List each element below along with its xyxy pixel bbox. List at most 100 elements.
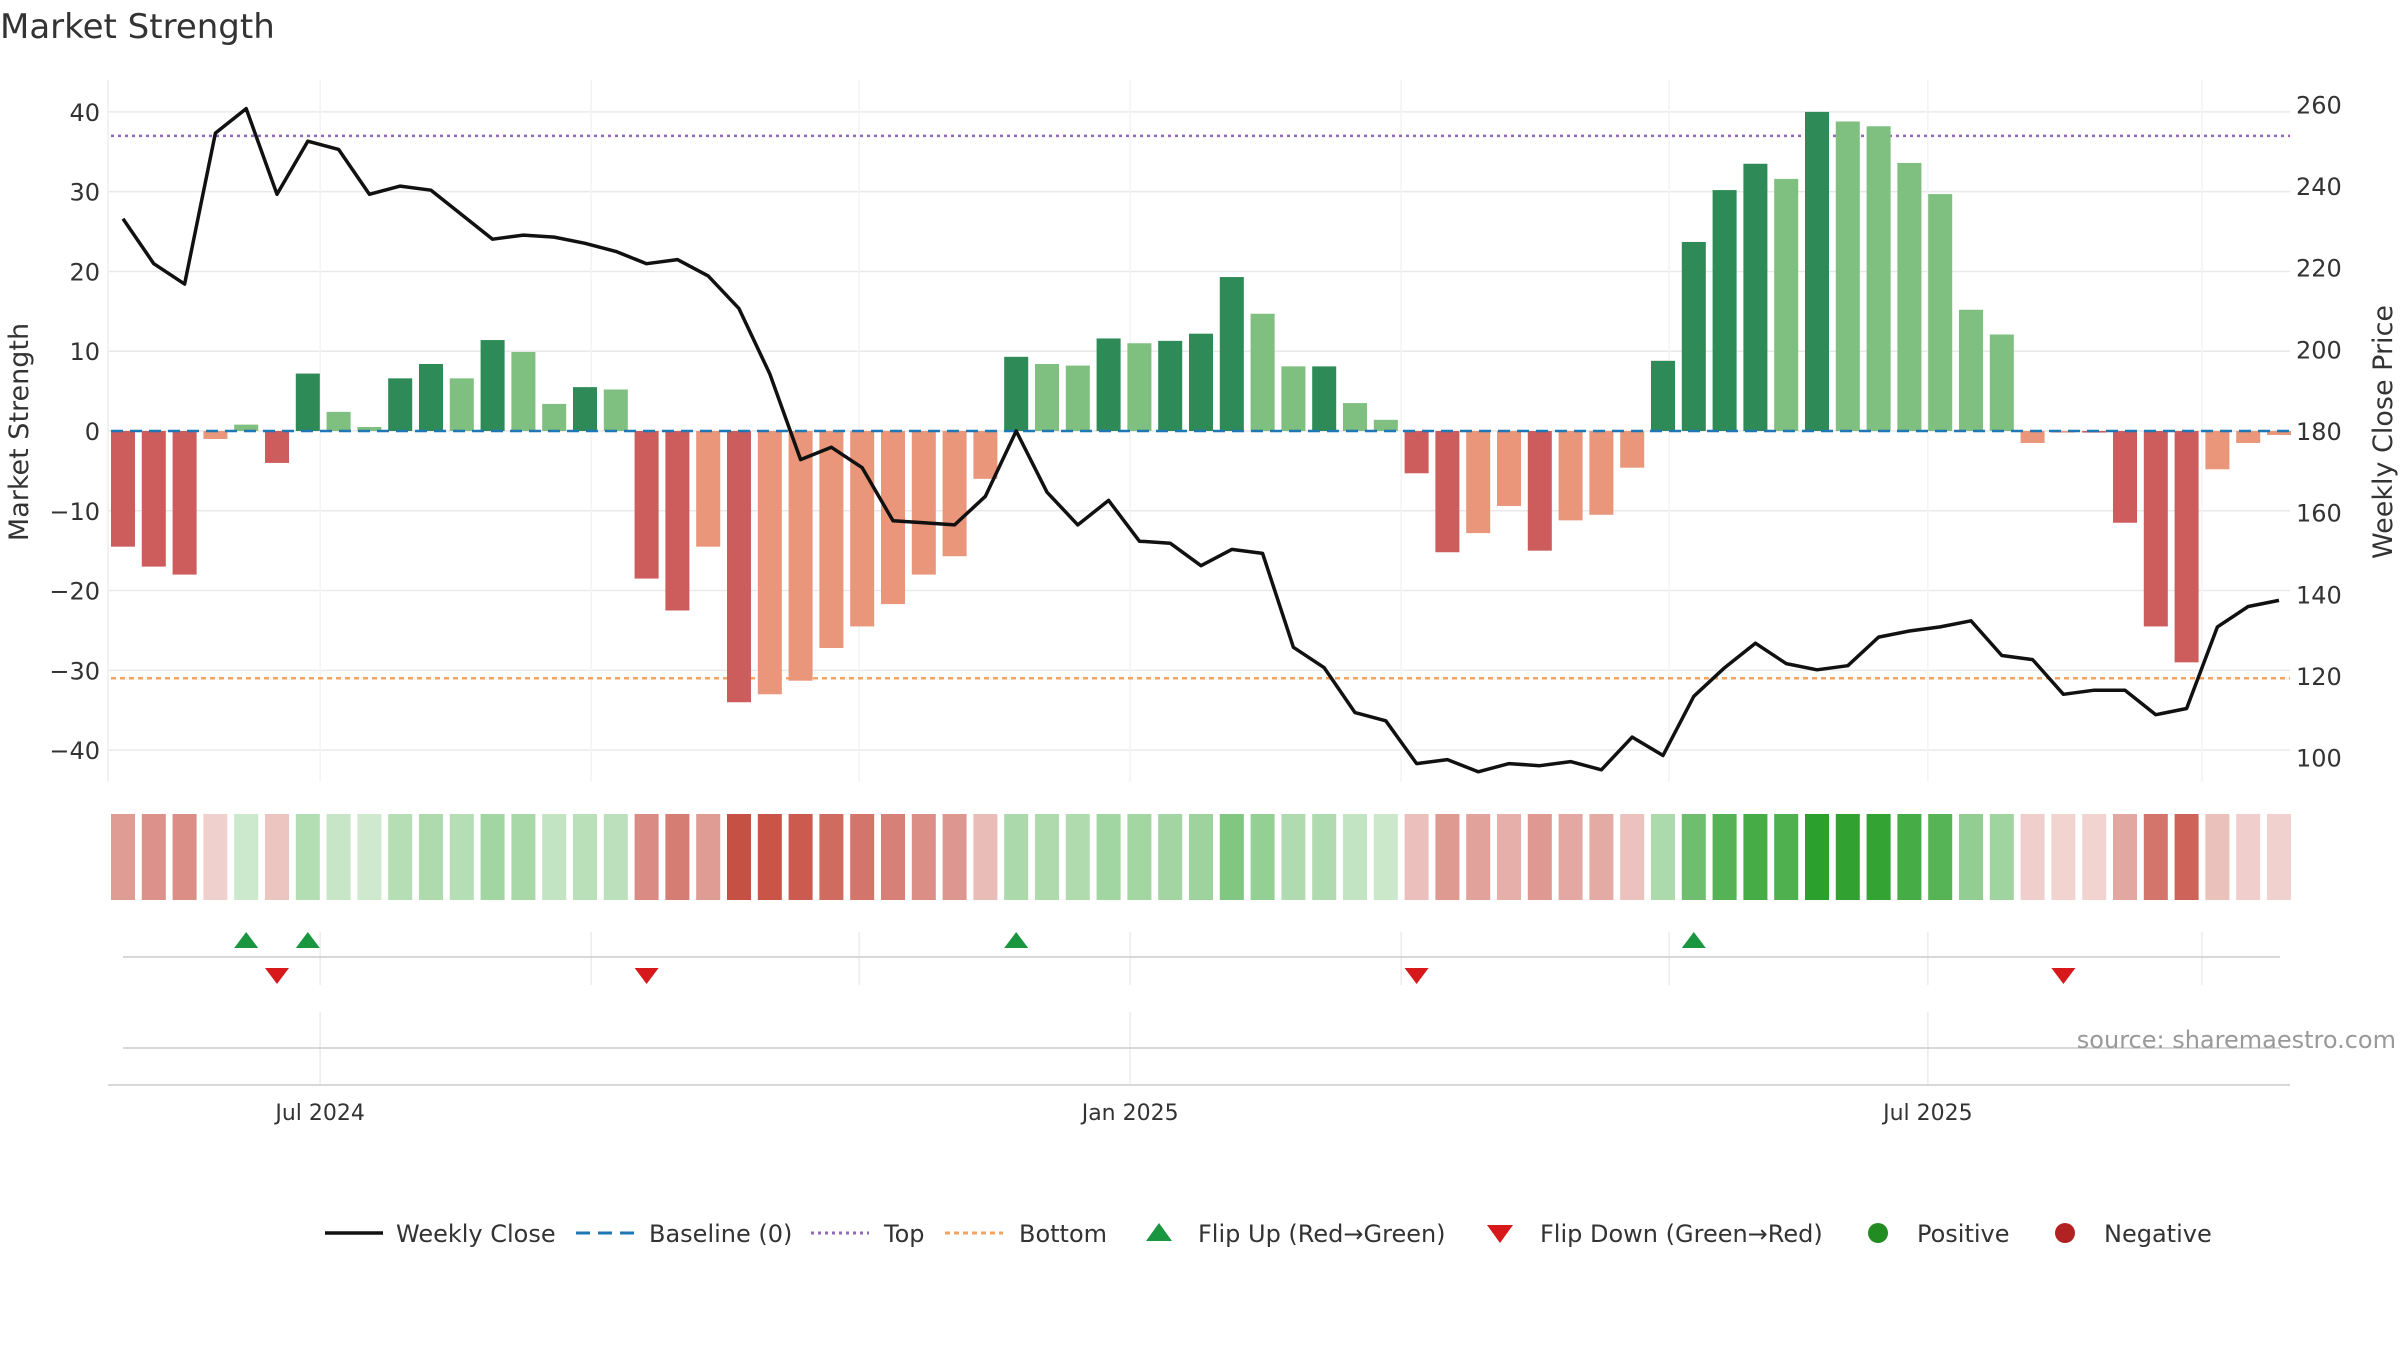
legend-item: Flip Down (Green→Red) xyxy=(1487,1220,1823,1248)
strength-bar xyxy=(141,431,166,567)
strength-bar xyxy=(2143,431,2168,627)
heat-cell xyxy=(1004,814,1029,900)
heat-cell xyxy=(634,814,659,900)
heat-cell xyxy=(1866,814,1891,900)
heat-cell xyxy=(757,814,782,900)
heat-cell xyxy=(1188,814,1214,900)
left-tick-label: −30 xyxy=(49,657,100,685)
heat-cell xyxy=(1219,814,1244,900)
strength-bar xyxy=(1558,431,1583,521)
heat-cell xyxy=(264,814,290,900)
flip-down-marker xyxy=(2051,968,2076,984)
right-axis-label: Weekly Close Price xyxy=(2368,305,2399,559)
strength-bar xyxy=(1096,338,1121,431)
strength-bar xyxy=(326,411,351,431)
heat-cell xyxy=(141,814,166,900)
strength-bar xyxy=(264,431,290,463)
flip-up-marker xyxy=(1004,932,1029,948)
heat-cell xyxy=(942,814,967,900)
strength-bar xyxy=(1835,121,1860,432)
right-tick-label: 260 xyxy=(2296,91,2342,119)
strength-bar xyxy=(2112,431,2138,523)
heat-cell xyxy=(1373,814,1398,900)
left-tick-label: 10 xyxy=(69,338,100,366)
heat-cell xyxy=(1989,814,2014,900)
heat-cell xyxy=(2236,814,2261,900)
strength-bar xyxy=(449,378,474,431)
heat-cell xyxy=(2112,814,2138,900)
legend-item: Flip Up (Red→Green) xyxy=(1146,1220,1446,1248)
heat-cell xyxy=(1928,814,1953,900)
heat-cell xyxy=(1127,814,1152,900)
strength-bar xyxy=(2020,431,2045,443)
heat-cell xyxy=(1589,814,1614,900)
strength-bar xyxy=(418,363,444,431)
strength-bar xyxy=(1158,340,1183,431)
heat-cell xyxy=(603,814,628,900)
heat-cell xyxy=(572,814,598,900)
strength-bar xyxy=(1312,366,1337,431)
strength-bar xyxy=(819,431,844,648)
strength-bar xyxy=(1034,363,1060,431)
legend-swatch-dot xyxy=(1868,1223,1888,1243)
strength-bar xyxy=(2266,431,2292,435)
left-tick-label: 20 xyxy=(69,258,100,286)
heat-cell xyxy=(1281,814,1306,900)
heat-cell xyxy=(234,814,259,900)
strength-bar xyxy=(203,431,228,439)
right-tick-label: 140 xyxy=(2296,581,2342,609)
heat-cell xyxy=(1034,814,1060,900)
strength-bar xyxy=(1774,178,1799,431)
heat-cell xyxy=(1958,814,1984,900)
left-tick-label: 0 xyxy=(85,418,100,446)
heat-cell xyxy=(2205,814,2230,900)
strength-bar xyxy=(1127,343,1152,431)
strength-bar xyxy=(1928,194,1953,431)
strength-bar xyxy=(480,340,505,431)
heat-cell xyxy=(326,814,351,900)
heat-cell xyxy=(911,814,936,900)
x-tick-label: Jul 2025 xyxy=(1881,1101,1973,1126)
heat-cell xyxy=(1558,814,1583,900)
strength-bar xyxy=(2236,431,2261,443)
strength-bar xyxy=(572,387,598,431)
strength-bar xyxy=(357,427,382,431)
heat-cell xyxy=(418,814,444,900)
legend-swatch-dot xyxy=(2055,1223,2075,1243)
strength-bar xyxy=(1404,431,1429,474)
heat-cell xyxy=(480,814,505,900)
right-tick-label: 100 xyxy=(2296,745,2342,773)
right-tick-label: 240 xyxy=(2296,173,2342,201)
heat-cell xyxy=(819,814,844,900)
strength-bar xyxy=(1527,431,1552,551)
heat-cell xyxy=(2020,814,2045,900)
strength-bar xyxy=(1620,431,1645,468)
strength-bar xyxy=(2051,431,2076,433)
flip-down-marker xyxy=(634,968,659,984)
heat-cell xyxy=(449,814,474,900)
heat-cell xyxy=(2174,814,2199,900)
strength-bar xyxy=(172,431,197,575)
right-tick-label: 220 xyxy=(2296,255,2342,283)
heat-cell xyxy=(542,814,567,900)
heat-cell xyxy=(295,814,320,900)
legend-item: Negative xyxy=(2055,1220,2212,1248)
heat-cell xyxy=(2266,814,2292,900)
heat-cell xyxy=(1496,814,1522,900)
heat-cell xyxy=(1096,814,1121,900)
legend: Weekly Close Baseline (0) Top Bottom Flip Up… xyxy=(325,1220,2212,1248)
heat-cell xyxy=(973,814,998,900)
heat-cell xyxy=(1620,814,1645,900)
right-tick-label: 180 xyxy=(2296,418,2342,446)
strength-bar xyxy=(1589,431,1614,515)
heat-cell xyxy=(172,814,197,900)
strength-bar xyxy=(1004,356,1029,431)
heat-cell xyxy=(1804,814,1830,900)
heat-cell xyxy=(203,814,228,900)
strength-bar xyxy=(973,431,998,479)
source-annotation: source: sharemaestro.com xyxy=(2077,1026,2396,1054)
legend-label: Positive xyxy=(1917,1220,2010,1248)
flip-down-marker xyxy=(1404,968,1429,984)
strength-bar xyxy=(1466,431,1491,534)
